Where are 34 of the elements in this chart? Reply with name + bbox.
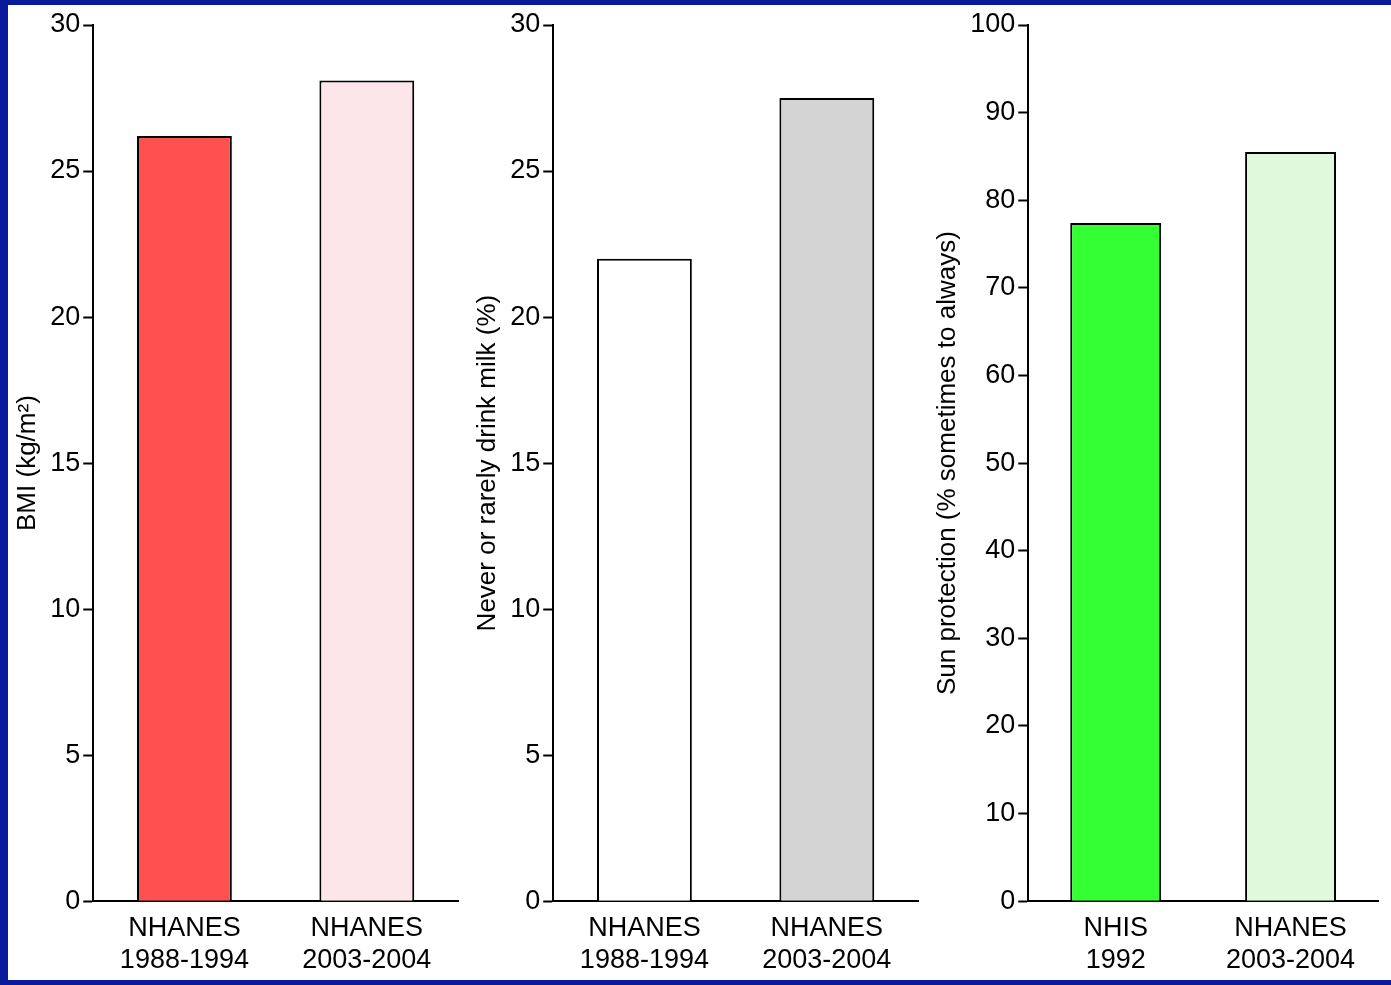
y-tick-label: 0: [525, 884, 541, 915]
y-tick-label: 15: [510, 446, 541, 477]
y-tick-label: 80: [985, 183, 1016, 214]
y-tick-label: 30: [510, 8, 541, 39]
y-tick-label: 40: [985, 534, 1016, 565]
y-tick-label: 30: [50, 8, 81, 39]
x-tick-label: NHANES 2003-2004: [762, 911, 892, 975]
x-tick-label: NHANES 1988-1994: [579, 911, 709, 975]
y-axis-title: Never or rarely drink milk (%): [470, 294, 501, 632]
y-tick-label: 20: [510, 300, 541, 331]
y-tick-label: 50: [985, 446, 1016, 477]
y-tick-label: 20: [50, 300, 81, 331]
x-tick-label: NHANES 1988-1994: [119, 911, 249, 975]
y-axis-title: BMI (kg/m²): [10, 395, 41, 531]
y-tick-label: 100: [970, 8, 1016, 39]
y-tick-label: 5: [525, 738, 541, 769]
y-tick-label: 70: [985, 271, 1016, 302]
y-tick-label: 30: [985, 621, 1016, 652]
y-tick-label: 15: [50, 446, 81, 477]
x-tick-label: NHANES 2003-2004: [1226, 911, 1356, 975]
y-tick-label: 25: [510, 154, 541, 185]
y-tick-label: 0: [65, 884, 81, 915]
y-axis-title: Sun protection (% sometimes to always): [930, 231, 961, 696]
x-tick-label: NHIS 1992: [1083, 911, 1148, 975]
x-tick-label: NHANES 2003-2004: [302, 911, 432, 975]
y-tick-label: 20: [985, 709, 1016, 740]
y-tick-label: 0: [1000, 884, 1016, 915]
y-tick-label: 10: [985, 797, 1016, 828]
y-tick-label: 25: [50, 154, 81, 185]
y-tick-label: 60: [985, 358, 1016, 389]
y-tick-label: 90: [985, 96, 1016, 127]
y-tick-label: 10: [510, 592, 541, 623]
y-tick-label: 5: [65, 738, 81, 769]
y-tick-label: 10: [50, 592, 81, 623]
